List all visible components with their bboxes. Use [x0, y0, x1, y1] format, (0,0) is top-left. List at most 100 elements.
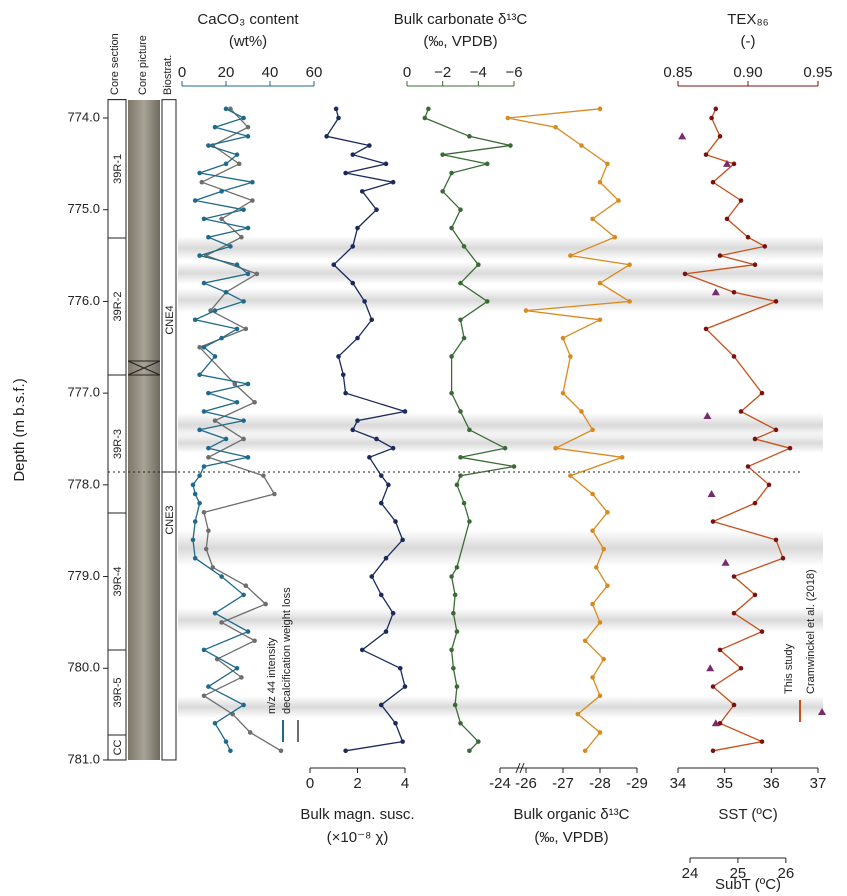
data-point [241, 418, 246, 423]
data-point [766, 482, 772, 488]
data-point [458, 317, 463, 323]
data-point [575, 711, 581, 717]
data-point [553, 124, 558, 130]
data-point [454, 629, 460, 634]
data-point [324, 134, 329, 139]
data-point [390, 610, 396, 616]
data-point [223, 106, 229, 112]
y-tick-label: 777.0 [67, 385, 100, 400]
y-tick-label: 776.0 [67, 293, 100, 308]
data-point [212, 610, 218, 616]
data-point [241, 299, 246, 304]
data-point [245, 455, 251, 460]
data-point [223, 739, 229, 744]
void-mark [127, 360, 161, 376]
data-point [374, 436, 379, 442]
data-point [201, 464, 207, 469]
axis-title: (-) [741, 33, 756, 50]
data-point [336, 115, 341, 121]
data-point [197, 473, 202, 478]
data-point [219, 335, 224, 341]
data-point [745, 234, 751, 240]
data-point [333, 106, 339, 112]
data-point [738, 198, 744, 203]
data-point [228, 244, 233, 249]
data-point [731, 354, 737, 359]
data-point [212, 354, 218, 359]
data-point [594, 565, 599, 570]
x-tick-label: -24 [489, 775, 511, 792]
x-tick-label: 0 [306, 775, 314, 792]
data-point [449, 170, 454, 176]
core-section-label: 39R-5 [112, 678, 124, 708]
axis-break [515, 762, 525, 774]
data-point [590, 427, 595, 433]
data-point [359, 647, 365, 653]
data-point [192, 317, 198, 323]
data-point [452, 592, 458, 598]
data-point [717, 253, 723, 258]
data-point [386, 482, 391, 488]
data-point [201, 510, 207, 515]
data-point [201, 647, 207, 653]
y-tick-label: 774.0 [67, 109, 100, 124]
data-point [449, 647, 454, 653]
data-point [590, 528, 595, 533]
data-point [223, 289, 229, 295]
data-point [467, 134, 472, 139]
data-point [362, 299, 367, 304]
data-point [440, 152, 445, 157]
data-point [331, 262, 337, 268]
legend-label: This study [783, 643, 795, 694]
axis-title: (‰, VPDB) [534, 829, 608, 846]
core-section-label: 39R-1 [112, 154, 124, 184]
x-tick-label: 0 [178, 64, 186, 81]
data-point [582, 748, 588, 754]
triangle-point [711, 288, 720, 296]
y-axis-title: Depth (m b.s.f.) [11, 378, 28, 481]
data-point [590, 491, 595, 497]
data-point [192, 519, 198, 524]
y-tick-label: 775.0 [67, 201, 100, 216]
data-point [612, 234, 618, 240]
data-point [467, 427, 472, 433]
x-tick-label: -29 [626, 775, 648, 792]
y-tick-label: 778.0 [67, 476, 100, 491]
data-point [461, 335, 467, 341]
data-point [201, 216, 207, 222]
x-tick-label: -28 [589, 775, 611, 792]
data-point [343, 748, 348, 754]
data-point [738, 409, 744, 414]
data-point [192, 198, 198, 203]
triangle-point [711, 719, 720, 727]
data-point [476, 262, 481, 268]
column-header: Core section [109, 33, 121, 95]
data-point [199, 179, 205, 185]
x-tick-label: 4 [401, 775, 409, 792]
data-point [212, 124, 218, 130]
x-tick-label: 20 [218, 64, 235, 81]
data-point [568, 354, 573, 359]
data-point [192, 491, 198, 497]
x-tick-label: 37 [810, 775, 827, 792]
data-point [601, 546, 606, 552]
data-point [219, 574, 224, 579]
data-point [378, 592, 384, 598]
axis-title: Bulk magn. susc. [300, 806, 414, 823]
data-point [206, 390, 211, 396]
y-tick-label: 779.0 [67, 568, 100, 583]
data-point [383, 161, 389, 167]
data-point [212, 418, 218, 423]
triangle-point [721, 558, 730, 566]
data-point [449, 574, 454, 579]
data-point [400, 739, 405, 744]
data-point [579, 143, 584, 148]
data-point [340, 372, 346, 378]
data-point [206, 143, 211, 148]
x-tick-label: 0.90 [733, 64, 762, 81]
data-point [449, 390, 454, 396]
data-point [568, 473, 573, 478]
data-point [393, 720, 398, 726]
data-point [241, 592, 246, 598]
data-point [780, 555, 786, 561]
